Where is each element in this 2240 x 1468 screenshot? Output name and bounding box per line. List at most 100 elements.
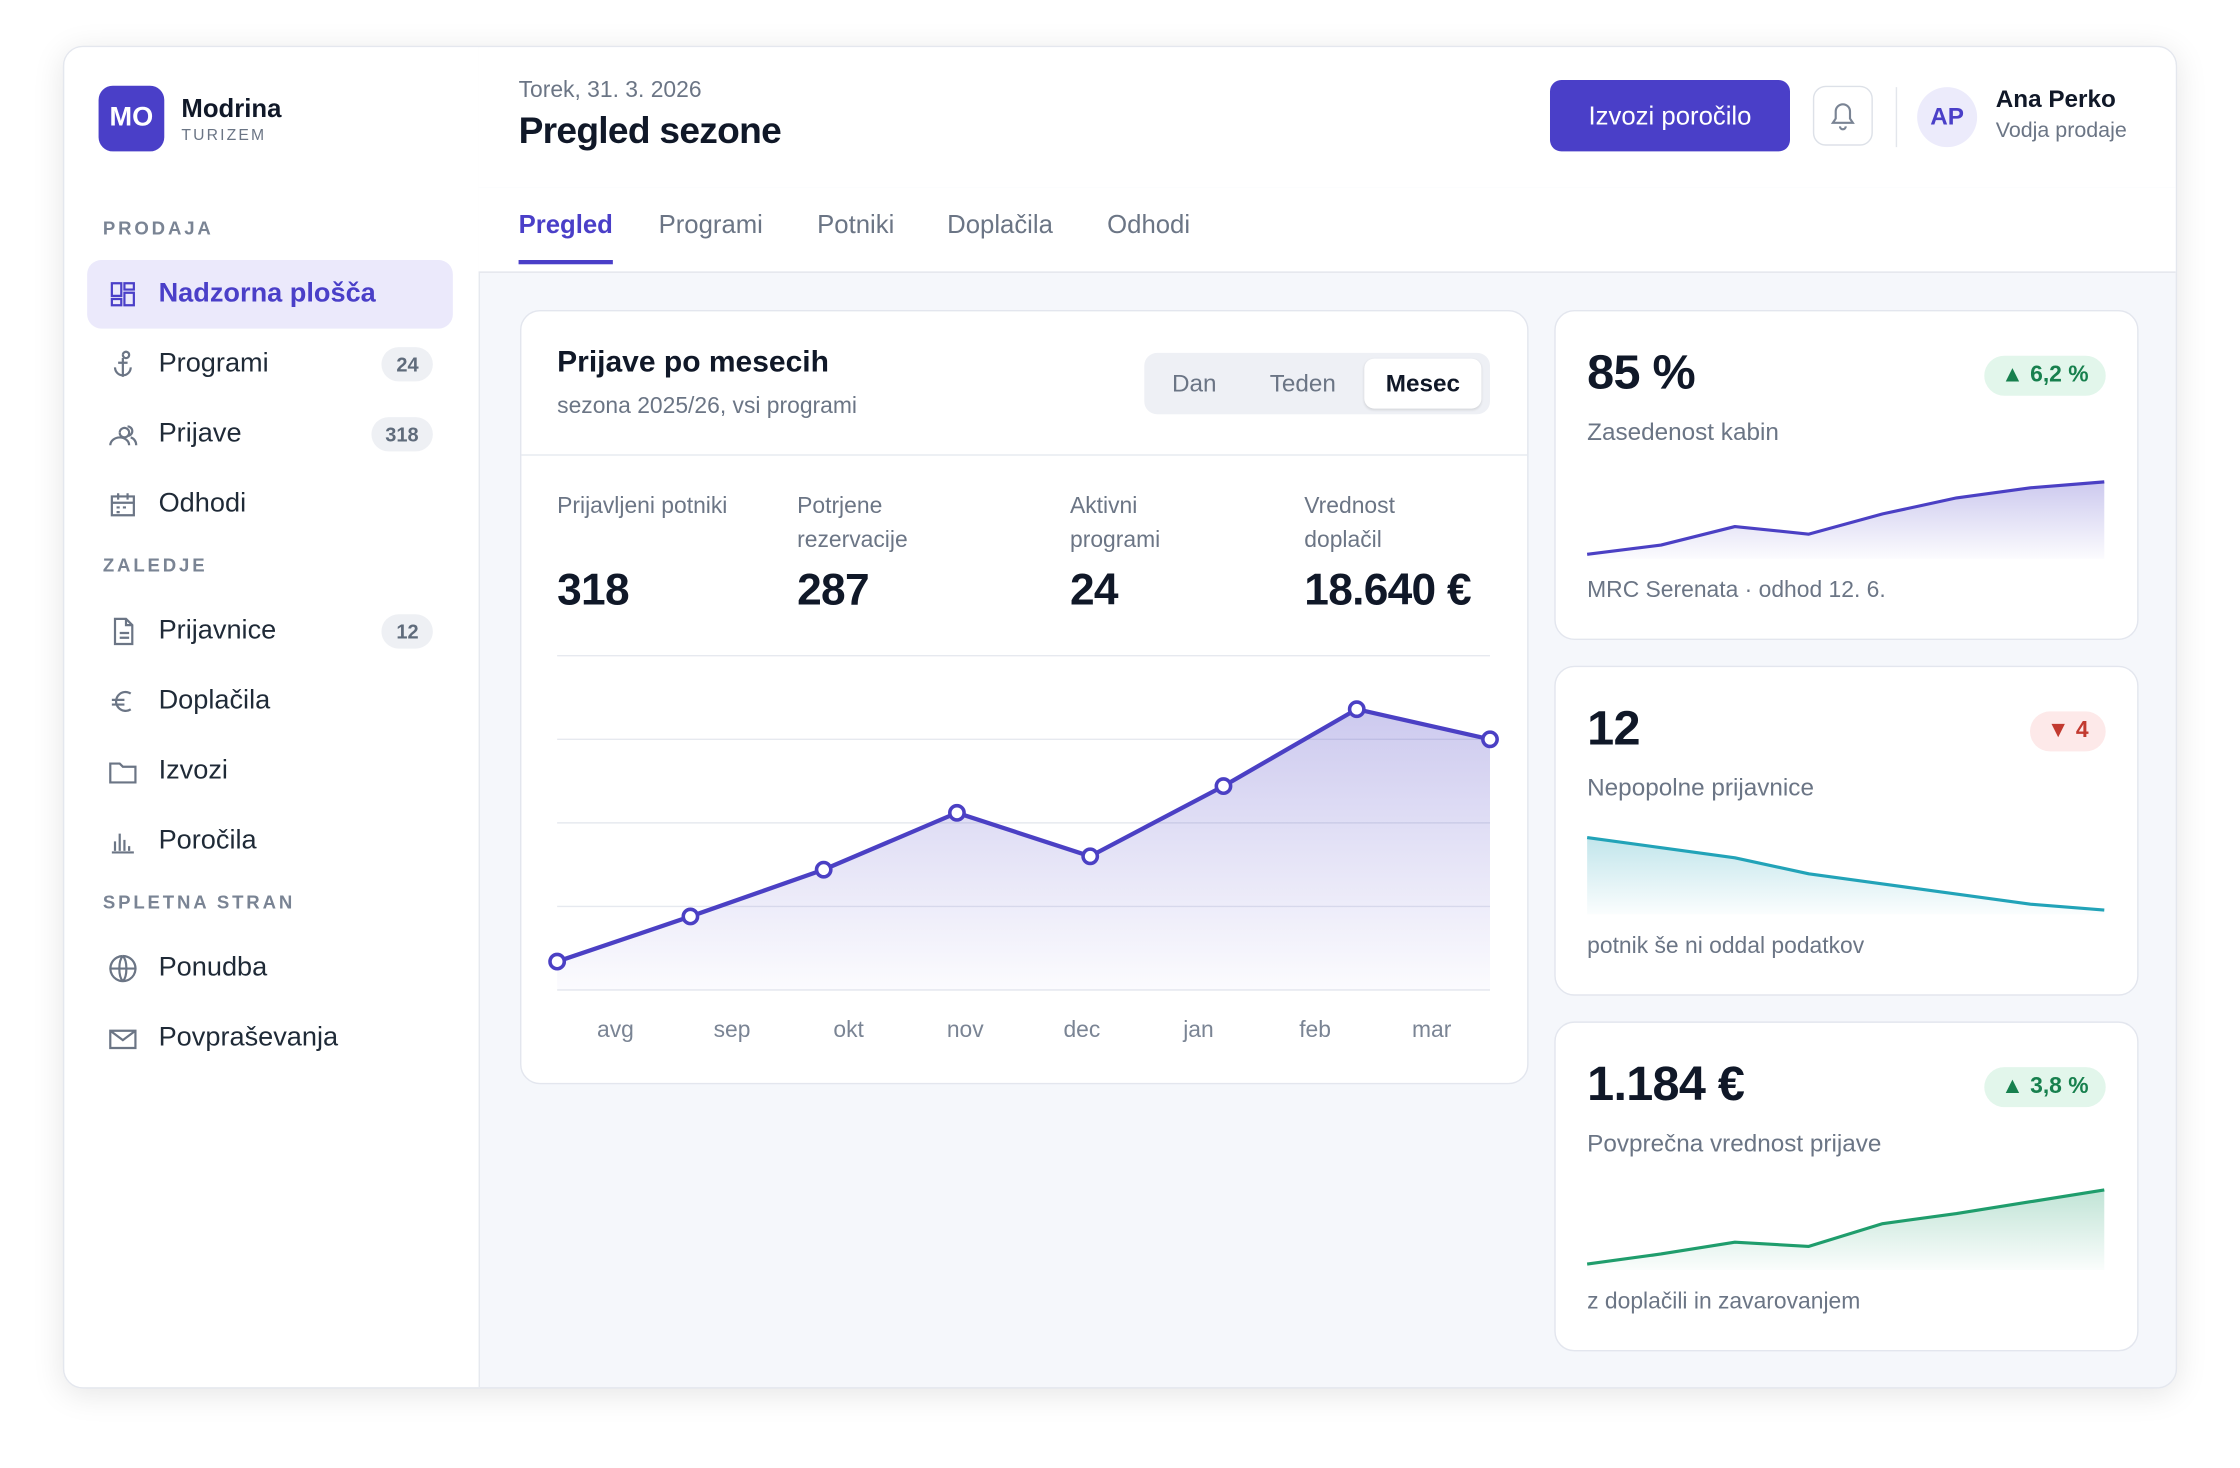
divider: [1895, 87, 1898, 148]
nav-label: Povpraševanja: [158, 1022, 339, 1053]
tab[interactable]: Potniki: [817, 209, 895, 239]
kpi-note: MRC Serenata · odhod 12. 6.: [1587, 578, 1886, 603]
icon-path: [113, 350, 132, 377]
brand-tagline: TURIZEM: [181, 127, 267, 145]
section-title: PRODAJA: [102, 217, 214, 239]
kpi-card: 1.184 € ▲ 3,8 % Povprečna vrednost prijave…: [1554, 1021, 2139, 1352]
x-tick-label: avg: [597, 1016, 634, 1042]
card-title: Prijave po mesecih: [557, 345, 829, 379]
nav-icon: [109, 762, 137, 784]
stat-label: Potrjene rezervacije: [797, 494, 908, 553]
icon-path: [113, 617, 134, 646]
nav-label: Ponudba: [158, 952, 268, 983]
app-window: MO Modrina TURIZEM PRODAJA Nadzorna plošč…: [62, 45, 2178, 1389]
kpi-delta: ▲ 6,2 %: [1983, 355, 2106, 396]
notifications-button[interactable]: [1812, 85, 1873, 146]
kpi-label: Zasedenost kabin: [1587, 418, 1779, 446]
nav-item[interactable]: Nadzorna plošča: [87, 259, 453, 329]
line: [1586, 480, 2105, 556]
kpi-label: Povprečna vrednost prijave: [1587, 1129, 1882, 1158]
kpi-value: 85 %: [1587, 345, 1696, 400]
nav-label: Odhodi: [158, 488, 247, 519]
kpi-note: potnik še ni oddal podatkov: [1587, 934, 1865, 959]
nav-badge: 318: [370, 417, 433, 452]
kpi-label: Nepopolne prijavnice: [1587, 774, 1814, 802]
nav-item[interactable]: Ponudba: [87, 934, 453, 1003]
card-divider: [521, 454, 1528, 456]
nav-item[interactable]: Programi 24: [87, 330, 453, 399]
period-option[interactable]: Dan: [1172, 369, 1217, 398]
nav-item[interactable]: Odhodi: [87, 470, 453, 539]
section-title: SPLETNA STRAN: [102, 891, 296, 913]
area: [1587, 1189, 2105, 1270]
nav-item[interactable]: Poročila: [87, 807, 453, 876]
stat-value: 318: [557, 564, 629, 615]
icon-path: [109, 762, 137, 784]
period-switch: Dan Teden Mesec: [1144, 352, 1490, 415]
icon-path: [110, 493, 135, 517]
export-button[interactable]: Izvozi poročilo: [1549, 79, 1790, 152]
icon-path: [109, 1029, 137, 1050]
section-title: ZALEDJE: [102, 554, 208, 576]
sparkline: [1586, 1188, 2105, 1270]
nav-badge: 24: [382, 347, 433, 382]
kpi-delta: ▲ 3,8 %: [1983, 1067, 2106, 1108]
tab[interactable]: Pregled: [518, 210, 613, 265]
x-tick-label: sep: [714, 1016, 751, 1042]
point: [1347, 700, 1366, 719]
nav-item[interactable]: Povpraševanja: [87, 1004, 453, 1073]
nav-icon: [111, 833, 134, 854]
icon-path: [111, 690, 132, 712]
stat-value: 287: [797, 564, 869, 615]
x-tick-label: feb: [1299, 1016, 1331, 1042]
nav-item[interactable]: Izvozi: [87, 737, 453, 806]
nav-icon: [113, 617, 134, 646]
card-subtitle: sezona 2025/26, vsi programi: [557, 394, 858, 419]
stat-value: 18.640 €: [1304, 564, 1471, 615]
nav-label: Doplačila: [158, 685, 271, 716]
nav-icon: [113, 350, 132, 377]
nav-icon: [109, 954, 137, 983]
period-option[interactable]: Teden: [1269, 369, 1336, 398]
point: [814, 860, 833, 879]
nav-item[interactable]: Doplačila: [87, 667, 453, 736]
stat-label: Prijavljeni potniki: [557, 494, 728, 519]
x-tick-label: jan: [1182, 1016, 1213, 1042]
point: [948, 803, 966, 822]
period-option[interactable]: Mesec: [1364, 358, 1482, 409]
tab[interactable]: Doplačila: [947, 209, 1053, 239]
avatar: AP: [1917, 87, 1978, 148]
nav-item[interactable]: Prijave 318: [87, 400, 453, 469]
bell-icon: [1830, 103, 1855, 131]
icon-path: [111, 833, 134, 854]
sidebar: MO Modrina TURIZEM PRODAJA Nadzorna plošč…: [64, 47, 480, 1388]
user-role: Vodja prodaje: [1995, 118, 2127, 143]
x-tick-label: mar: [1412, 1016, 1452, 1042]
tab[interactable]: Odhodi: [1107, 209, 1191, 239]
line: [1586, 1188, 2105, 1266]
chart-card: Prijave po mesecih sezona 2025/26, vsi p…: [519, 309, 1529, 1085]
nav-badge: 12: [382, 614, 433, 649]
stat-value: 24: [1069, 564, 1119, 615]
tab-bar: Pregled Programi Potniki Doplačila Odhodi: [478, 187, 2176, 273]
icon-path: [109, 425, 138, 446]
nav-label: Programi: [158, 348, 269, 379]
nav-icon: [110, 282, 135, 307]
line: [556, 707, 1491, 964]
nav-label: Poročila: [158, 825, 257, 856]
tab[interactable]: Programi: [658, 209, 763, 239]
sparkline: [1586, 836, 2105, 915]
nav-label: Prijavnice: [158, 615, 277, 646]
point: [1481, 730, 1499, 749]
nav-icon: [110, 493, 135, 517]
nav-item[interactable]: Prijavnice 12: [87, 597, 453, 666]
point: [1214, 777, 1233, 796]
kpi-value: 1.184 €: [1587, 1057, 1745, 1112]
nav-icon: [109, 425, 138, 446]
user-name: Ana Perko: [1995, 85, 2116, 113]
nav-label: Prijave: [158, 418, 242, 449]
line: [1586, 836, 2105, 912]
kpi-card: 12 ▼ 4 Nepopolne prijavnice potnik še ni od…: [1554, 665, 2139, 996]
